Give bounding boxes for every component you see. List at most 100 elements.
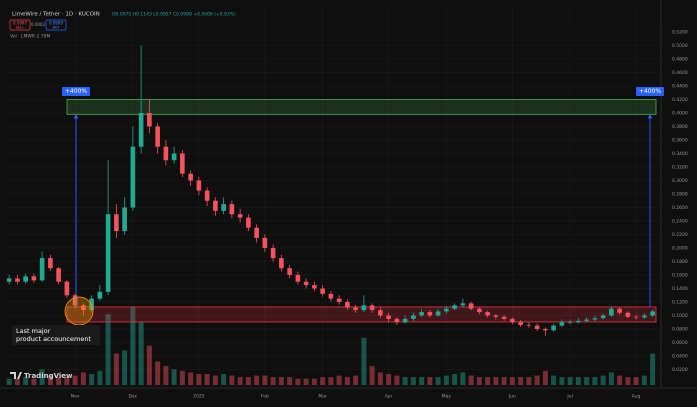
callout-text: product accouncement xyxy=(16,335,91,343)
ohlc-readout: O0.0975 H0.1143 L0.0957 C0.0999 +0.0009 … xyxy=(112,12,236,18)
candle-body xyxy=(237,214,243,218)
volume-bar xyxy=(410,377,416,385)
candle-body xyxy=(600,315,606,319)
sell-label[interactable]: SELL xyxy=(16,26,24,30)
header: LimeWire / Tether · 1D · KUCOIN O0.0975 … xyxy=(9,12,236,40)
y-tick-label: 0.2000 xyxy=(672,245,688,251)
volume-readout: Vol · LMWR 2.79M xyxy=(10,34,50,40)
volume-bar xyxy=(641,375,647,385)
volume-bar xyxy=(559,377,565,385)
candle-body xyxy=(427,312,433,316)
candle-body xyxy=(394,318,400,323)
candle-body xyxy=(386,315,391,319)
volume-bar xyxy=(361,337,367,385)
buy-label[interactable]: BUY xyxy=(52,26,60,30)
volume-bar xyxy=(468,375,474,385)
candle-body xyxy=(221,204,226,211)
volume-bar xyxy=(64,377,70,385)
candles xyxy=(6,45,655,336)
y-tick-label: 0.4200 xyxy=(672,97,688,103)
y-tick-label: 0.2800 xyxy=(672,191,688,197)
x-tick-label: Jul xyxy=(566,394,572,400)
candle-body xyxy=(31,276,37,281)
volume-bar xyxy=(196,374,202,385)
candle-body xyxy=(617,308,622,313)
volume-bar xyxy=(212,375,218,385)
candle-body xyxy=(213,200,218,211)
candle-body xyxy=(64,281,70,296)
candle-body xyxy=(353,307,358,311)
y-tick-label: 0.1000 xyxy=(672,313,688,319)
candle-body xyxy=(270,247,276,259)
volume-bar xyxy=(113,353,119,385)
volume-bar xyxy=(377,372,383,385)
x-tick-label: May xyxy=(442,394,452,400)
volume-bar xyxy=(80,372,86,385)
candle-body xyxy=(262,237,268,248)
candle-body xyxy=(122,207,127,232)
volume-bar xyxy=(47,375,53,385)
y-tick-label: 0.1400 xyxy=(672,286,688,292)
buy-price[interactable]: 0.0999 xyxy=(49,21,63,26)
candle-body xyxy=(23,276,28,282)
volume-bar xyxy=(567,377,573,385)
volume-bar xyxy=(254,375,260,385)
volume-bar xyxy=(311,378,317,385)
candle-body xyxy=(312,285,317,289)
candle-body xyxy=(477,308,482,313)
volume-bar xyxy=(303,378,309,385)
candle-body xyxy=(345,301,350,308)
y-tick-label: 0.3800 xyxy=(672,124,688,130)
volume-bar xyxy=(130,306,136,385)
candle-body xyxy=(559,322,565,326)
y-tick-label: 0.1600 xyxy=(672,272,688,278)
volume-bar xyxy=(633,377,639,385)
volume-bar xyxy=(551,375,557,385)
sell-button[interactable] xyxy=(9,19,31,31)
y-tick-label: 0.4800 xyxy=(672,56,688,62)
callout-text: Last major xyxy=(16,327,51,335)
y-tick-label: 0.0800 xyxy=(672,326,688,332)
volume-bar xyxy=(518,377,524,385)
volume-bar xyxy=(295,378,301,385)
volume-bar xyxy=(287,377,293,385)
volume-bar xyxy=(6,378,12,385)
x-tick-label: Aug xyxy=(632,394,641,400)
candle-body xyxy=(501,316,507,319)
volume-bar xyxy=(270,377,276,385)
candle-body xyxy=(180,153,185,174)
candle-body xyxy=(163,146,169,161)
volume-bar xyxy=(509,377,515,385)
volume-bar xyxy=(534,375,540,385)
volume-bar xyxy=(221,374,227,385)
volume-bar xyxy=(435,377,441,385)
x-tick-label: Jun xyxy=(508,394,516,400)
y-tick-label: 0.2200 xyxy=(672,232,688,238)
candle-body xyxy=(39,258,45,281)
candle-body xyxy=(155,126,160,147)
axes: 0.0200 0.0400 0.0600 0.0800 0.1000 0.1200 0.14… xyxy=(71,29,688,399)
volume-bar xyxy=(262,375,268,385)
candle-body xyxy=(551,325,556,331)
symbol-title: LimeWire / Tether · 1D · KUCOIN xyxy=(12,12,100,18)
volume-bar xyxy=(608,372,614,385)
candle-body xyxy=(279,258,284,269)
volume-bar xyxy=(171,369,177,385)
volume-bar xyxy=(625,377,631,385)
x-tick-label: Dec xyxy=(129,394,138,400)
candle-body xyxy=(246,217,251,228)
y-tick-label: 0.2600 xyxy=(672,205,688,211)
volume-bar xyxy=(204,374,210,385)
volume-bar xyxy=(344,377,350,385)
volume-bar xyxy=(89,374,95,385)
volume-bar xyxy=(97,370,103,385)
candle-body xyxy=(468,303,474,309)
candle-body xyxy=(254,227,259,238)
volume-bar xyxy=(369,366,375,385)
price-zone xyxy=(66,306,657,323)
sell-price[interactable]: 0.0997 xyxy=(13,21,27,26)
volume-bar xyxy=(237,377,243,385)
buy-button[interactable] xyxy=(45,19,67,31)
candle-body xyxy=(592,318,598,320)
